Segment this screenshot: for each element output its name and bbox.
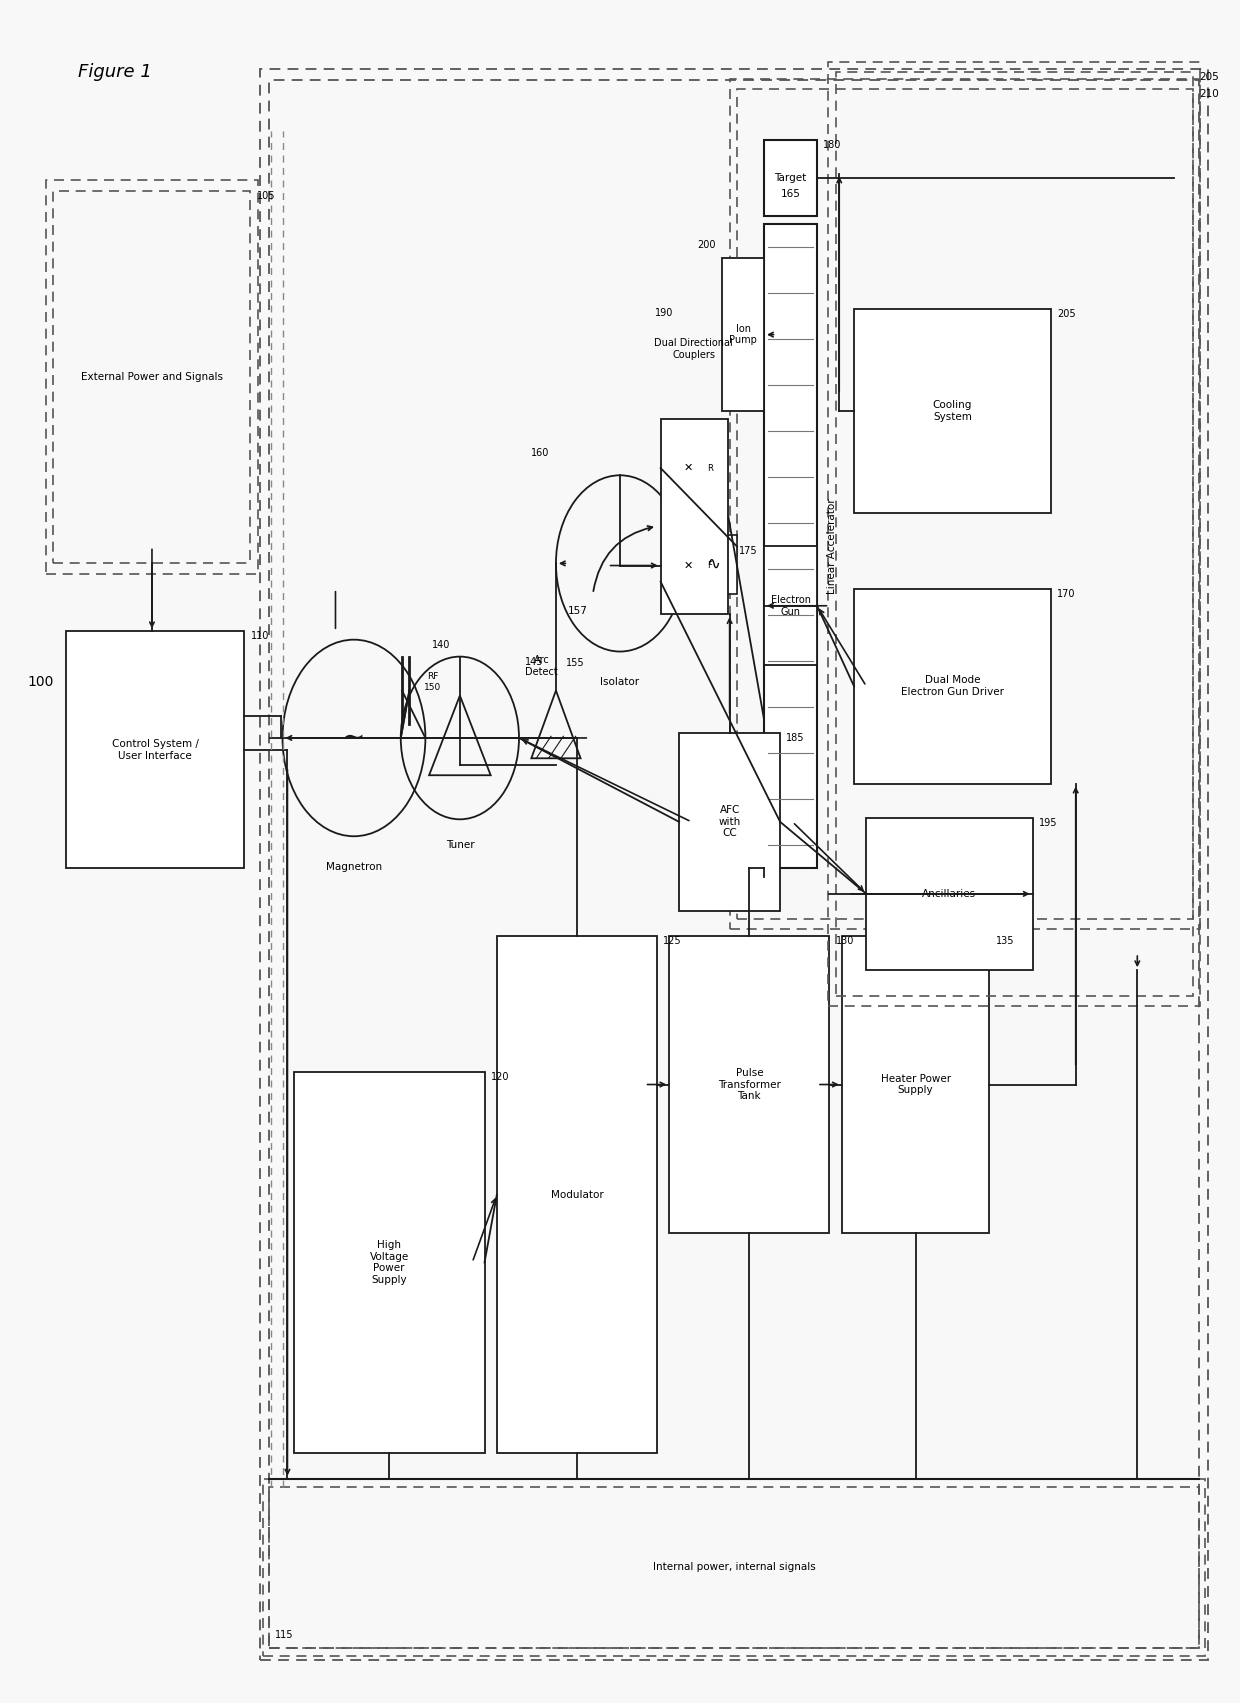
Text: 140: 140: [432, 640, 450, 649]
Text: Pulse
Transformer
Tank: Pulse Transformer Tank: [718, 1068, 781, 1102]
Text: RF
150: RF 150: [424, 673, 441, 691]
Bar: [854, 589, 1052, 783]
Bar: [269, 80, 1199, 1649]
Text: Tuner: Tuner: [445, 840, 474, 850]
Bar: [842, 937, 990, 1233]
Text: 205: 205: [1058, 310, 1076, 318]
Text: Cooling
System: Cooling System: [932, 400, 972, 422]
Text: 105: 105: [257, 191, 275, 201]
Text: 157: 157: [568, 606, 588, 616]
Text: 185: 185: [786, 732, 805, 743]
Bar: [836, 72, 1193, 996]
Bar: [263, 1478, 1205, 1657]
Text: External Power and Signals: External Power and Signals: [81, 371, 223, 381]
Text: ∿: ∿: [707, 555, 720, 572]
Bar: [764, 140, 817, 216]
Text: Dual Directional
Couplers: Dual Directional Couplers: [655, 339, 733, 359]
Bar: [828, 61, 1200, 1006]
Text: 125: 125: [663, 937, 682, 947]
Text: 200: 200: [698, 240, 715, 250]
Text: ✕: ✕: [683, 560, 693, 571]
Bar: [764, 225, 817, 869]
Bar: [46, 181, 258, 574]
Text: 110: 110: [250, 632, 269, 642]
Text: F: F: [707, 560, 712, 571]
Text: 210: 210: [1199, 89, 1219, 99]
Bar: [53, 191, 250, 564]
Text: 160: 160: [532, 448, 549, 458]
Bar: [269, 1487, 1199, 1649]
Text: 165: 165: [781, 189, 801, 199]
Text: 100: 100: [29, 674, 55, 690]
Text: 175: 175: [739, 547, 758, 557]
Text: 190: 190: [655, 308, 673, 318]
Text: Arc
Detect: Arc Detect: [526, 656, 558, 678]
Bar: [729, 78, 1200, 930]
Bar: [867, 817, 1033, 971]
Text: Target: Target: [775, 174, 807, 182]
Text: 205: 205: [1199, 72, 1219, 82]
Text: 115: 115: [275, 1630, 294, 1640]
Text: 120: 120: [491, 1071, 510, 1081]
Text: Electron
Gun: Electron Gun: [770, 594, 811, 616]
Text: Magnetron: Magnetron: [326, 862, 382, 872]
Text: 170: 170: [1058, 589, 1076, 599]
Bar: [680, 732, 780, 911]
Text: AFC
with
CC: AFC with CC: [718, 806, 740, 838]
Bar: [260, 68, 1208, 1660]
Bar: [497, 937, 657, 1453]
Text: Heater Power
Supply: Heater Power Supply: [880, 1073, 951, 1095]
Text: Modulator: Modulator: [551, 1190, 604, 1199]
Text: R: R: [707, 463, 713, 472]
Bar: [854, 310, 1052, 513]
Bar: [737, 89, 1193, 920]
Text: Internal power, internal signals: Internal power, internal signals: [652, 1562, 816, 1572]
Bar: [691, 535, 737, 594]
Text: ✕: ✕: [683, 463, 693, 473]
Text: 195: 195: [1039, 817, 1058, 828]
Bar: [764, 547, 817, 666]
Text: Isolator: Isolator: [600, 678, 640, 686]
Text: Control System /
User Interface: Control System / User Interface: [112, 739, 198, 761]
Text: 155: 155: [565, 659, 584, 669]
Text: 180: 180: [823, 140, 842, 150]
Text: Dual Mode
Electron Gun Driver: Dual Mode Electron Gun Driver: [901, 676, 1004, 697]
Bar: [670, 937, 830, 1233]
Text: Ion
Pump: Ion Pump: [729, 324, 758, 346]
Text: High
Voltage
Power
Supply: High Voltage Power Supply: [370, 1240, 409, 1284]
Bar: [661, 419, 728, 615]
Bar: [722, 259, 764, 410]
Text: Ancillaries: Ancillaries: [923, 889, 977, 899]
Text: ~: ~: [342, 724, 366, 753]
Bar: [294, 1071, 485, 1453]
Text: 145: 145: [526, 657, 543, 666]
Text: Linear Accelerator: Linear Accelerator: [827, 499, 837, 594]
Text: 135: 135: [996, 937, 1014, 947]
Text: 130: 130: [836, 937, 854, 947]
Bar: [66, 632, 244, 869]
Text: Figure 1: Figure 1: [78, 63, 153, 82]
